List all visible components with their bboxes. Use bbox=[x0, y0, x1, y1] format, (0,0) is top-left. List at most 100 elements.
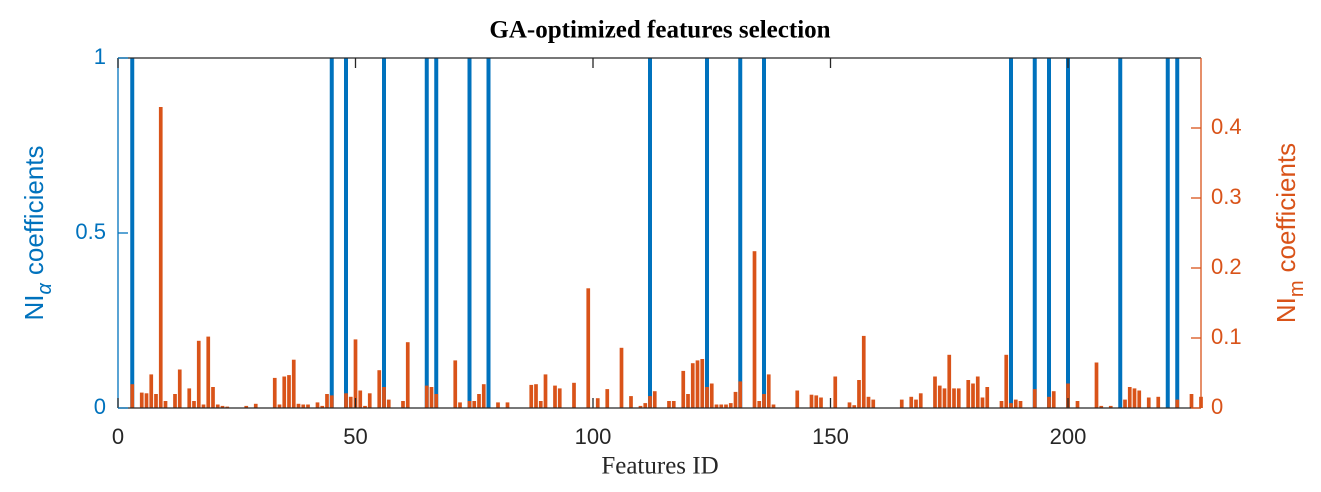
bar bbox=[429, 387, 434, 408]
bar bbox=[215, 404, 220, 408]
bar bbox=[472, 401, 477, 408]
bar bbox=[638, 405, 643, 408]
bar bbox=[173, 394, 177, 408]
bar bbox=[130, 58, 135, 408]
bar bbox=[154, 394, 158, 408]
bar bbox=[952, 388, 956, 408]
bar bbox=[1156, 396, 1161, 408]
bar bbox=[695, 360, 700, 408]
bar bbox=[424, 58, 429, 408]
x-tick-label: 200 bbox=[1050, 424, 1087, 449]
bar bbox=[833, 376, 838, 408]
bar bbox=[1118, 58, 1123, 408]
bar bbox=[866, 396, 871, 408]
bar bbox=[211, 387, 215, 408]
bar bbox=[771, 404, 776, 408]
bar bbox=[467, 58, 472, 408]
bar bbox=[705, 58, 709, 408]
y-tick-label: 0.5 bbox=[75, 219, 106, 244]
bar bbox=[1004, 354, 1009, 408]
bar bbox=[671, 401, 676, 408]
bar bbox=[1051, 391, 1056, 408]
bar bbox=[1099, 405, 1104, 408]
bar bbox=[719, 404, 724, 408]
bar bbox=[1108, 405, 1113, 408]
bar bbox=[1146, 397, 1151, 408]
bar bbox=[947, 354, 952, 408]
bar bbox=[643, 403, 648, 408]
bar bbox=[814, 395, 819, 408]
bar bbox=[192, 401, 196, 408]
bar bbox=[529, 384, 534, 408]
chart-title: GA-optimized features selection bbox=[489, 17, 830, 44]
bar bbox=[1189, 394, 1194, 408]
y-tick-label: 0 bbox=[94, 394, 106, 419]
bar bbox=[177, 369, 182, 408]
x-tick-label: 50 bbox=[343, 424, 367, 449]
bar bbox=[1066, 58, 1070, 408]
y2-tick-label: 0.2 bbox=[1211, 254, 1242, 279]
y2-tick-label: 0 bbox=[1211, 394, 1223, 419]
bar bbox=[871, 399, 876, 408]
bar bbox=[1175, 58, 1180, 408]
bar bbox=[220, 405, 225, 408]
bar bbox=[481, 384, 486, 408]
bar bbox=[505, 402, 510, 408]
bar bbox=[1165, 58, 1170, 408]
bar bbox=[1047, 396, 1051, 408]
bar bbox=[424, 385, 429, 408]
bar bbox=[253, 403, 258, 408]
bar bbox=[762, 58, 766, 408]
x-tick-label: 100 bbox=[575, 424, 612, 449]
bar bbox=[942, 388, 947, 408]
bar bbox=[724, 404, 728, 408]
bar bbox=[377, 370, 382, 408]
bar bbox=[144, 393, 149, 408]
bar bbox=[933, 376, 937, 408]
bar bbox=[306, 404, 310, 408]
bar bbox=[158, 107, 163, 408]
bar bbox=[458, 402, 462, 408]
bar bbox=[287, 375, 291, 408]
bar bbox=[1132, 388, 1137, 408]
bar bbox=[975, 376, 980, 408]
bar bbox=[690, 363, 695, 408]
bar bbox=[985, 387, 990, 408]
bar bbox=[757, 401, 762, 408]
bar bbox=[363, 405, 367, 408]
x-tick-label: 0 bbox=[112, 424, 124, 449]
bar bbox=[819, 397, 823, 408]
bar bbox=[738, 58, 743, 408]
bar bbox=[291, 359, 296, 408]
bar bbox=[1127, 387, 1132, 408]
bar bbox=[809, 394, 814, 408]
bar bbox=[201, 404, 206, 408]
bar bbox=[553, 385, 557, 408]
bar bbox=[163, 401, 168, 408]
bar bbox=[353, 339, 358, 408]
y2-label-main: NI bbox=[1271, 297, 1301, 323]
bar bbox=[728, 403, 733, 408]
bar bbox=[714, 404, 719, 408]
bar bbox=[971, 383, 975, 408]
bar bbox=[681, 370, 686, 408]
bar bbox=[1032, 389, 1037, 408]
bar bbox=[937, 385, 942, 408]
bar bbox=[543, 374, 548, 408]
bar bbox=[648, 396, 652, 408]
bar bbox=[1137, 390, 1142, 408]
bar bbox=[966, 380, 971, 408]
x-axis-label: Features ID bbox=[601, 453, 718, 480]
bar bbox=[667, 401, 671, 408]
bar bbox=[296, 403, 301, 408]
bar bbox=[709, 383, 714, 408]
bar bbox=[861, 335, 866, 408]
bar bbox=[705, 387, 709, 408]
bar bbox=[857, 380, 861, 408]
bar bbox=[206, 336, 211, 408]
bar bbox=[139, 392, 144, 408]
bar bbox=[619, 347, 624, 408]
y-label-sub: α bbox=[34, 283, 56, 295]
